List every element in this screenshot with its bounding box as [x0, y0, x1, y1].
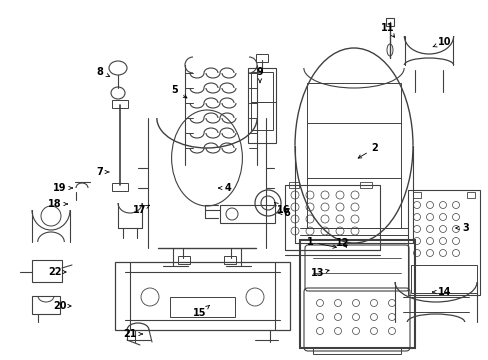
Bar: [312, 348, 400, 354]
Bar: [306, 83, 400, 228]
Bar: [250, 72, 272, 102]
Text: 3: 3: [455, 223, 468, 233]
Text: 17: 17: [133, 205, 149, 215]
Bar: [410, 265, 476, 293]
Bar: [256, 54, 267, 62]
Text: 5: 5: [171, 85, 186, 98]
Text: 19: 19: [53, 183, 72, 193]
Text: 7: 7: [97, 167, 109, 177]
Text: 13: 13: [311, 268, 328, 278]
Text: 11: 11: [381, 23, 394, 37]
Bar: [32, 296, 60, 314]
Bar: [170, 297, 235, 317]
Text: 14: 14: [432, 287, 451, 297]
Text: 2: 2: [357, 143, 378, 158]
Text: 21: 21: [123, 329, 142, 339]
Text: 16: 16: [274, 202, 290, 215]
Text: 22: 22: [48, 267, 66, 277]
Bar: [466, 192, 474, 198]
Bar: [288, 182, 298, 188]
Bar: [250, 102, 272, 130]
Bar: [412, 192, 420, 198]
Text: 10: 10: [432, 37, 451, 47]
Bar: [112, 100, 128, 108]
Bar: [220, 205, 274, 223]
Text: 1: 1: [306, 237, 336, 248]
Bar: [247, 68, 275, 143]
Text: 9: 9: [256, 67, 263, 82]
Text: 18: 18: [48, 199, 67, 209]
Bar: [224, 256, 236, 264]
Bar: [359, 182, 371, 188]
Bar: [115, 262, 289, 330]
Bar: [32, 260, 62, 282]
Text: 20: 20: [53, 301, 71, 311]
Text: 4: 4: [218, 183, 231, 193]
Bar: [285, 185, 379, 250]
Text: 15: 15: [193, 305, 209, 318]
Bar: [299, 240, 414, 348]
Text: 8: 8: [96, 67, 109, 77]
Bar: [385, 18, 393, 26]
Bar: [178, 256, 190, 264]
Bar: [407, 190, 479, 295]
Text: 6: 6: [278, 208, 290, 218]
Text: 12: 12: [336, 238, 349, 248]
Bar: [112, 183, 128, 191]
